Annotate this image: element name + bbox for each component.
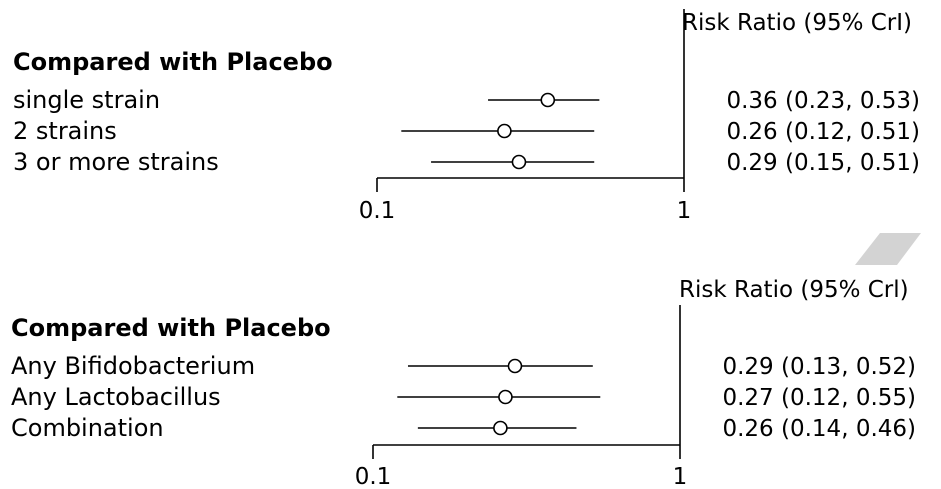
point-estimate-marker <box>511 154 527 170</box>
row-label: Combination <box>11 414 164 442</box>
estimate-value: 0.36 (0.23, 0.53) <box>726 88 920 114</box>
point-estimate-marker <box>498 389 513 405</box>
forest-row: Any Bifidobacterium 0.29 (0.13, 0.52) <box>11 352 916 380</box>
point-estimate-marker <box>497 123 512 139</box>
group-title: Compared with Placebo <box>13 48 333 76</box>
forest-row: 3 or more strains 0.29 (0.15, 0.51) <box>13 148 920 176</box>
estimate-value: 0.29 (0.13, 0.52) <box>722 354 916 380</box>
point-estimate-marker <box>540 92 556 108</box>
point-estimate-marker <box>507 358 523 374</box>
estimate-column-header: Risk Ratio (95% Crl) <box>679 277 909 303</box>
row-label: 2 strains <box>13 117 117 145</box>
estimate-value: 0.29 (0.15, 0.51) <box>726 150 920 176</box>
forest-row: Any Lactobacillus 0.27 (0.12, 0.55) <box>11 383 916 411</box>
point-estimate-marker <box>493 420 508 436</box>
x-tick-label: 1 <box>673 464 688 489</box>
x-tick-label: 1 <box>677 198 692 224</box>
estimate-value: 0.26 (0.12, 0.51) <box>726 119 920 145</box>
row-label: Any Lactobacillus <box>11 383 221 411</box>
forest-panels: Risk Ratio (95% CrI) Compared with Placeb… <box>11 9 920 489</box>
estimate-column-header: Risk Ratio (95% CrI) <box>682 10 912 36</box>
estimate-value: 0.27 (0.12, 0.55) <box>722 385 916 411</box>
forest-row: single strain 0.36 (0.23, 0.53) <box>13 86 920 114</box>
group-title: Compared with Placebo <box>11 314 331 342</box>
estimate-value: 0.26 (0.14, 0.46) <box>722 416 916 442</box>
row-label: single strain <box>13 86 160 114</box>
row-label: Any Bifidobacterium <box>11 352 255 380</box>
forest-panel-1: Risk Ratio (95% CrI) Compared with Placeb… <box>13 9 920 224</box>
row-label: 3 or more strains <box>13 148 219 176</box>
x-tick-label: 0.1 <box>355 464 392 489</box>
forest-row: Combination 0.26 (0.14, 0.46) <box>11 414 916 442</box>
forest-row: 2 strains 0.26 (0.12, 0.51) <box>13 117 920 145</box>
x-tick-label: 0.1 <box>359 198 396 224</box>
decorative-gray-parallelogram <box>855 233 921 265</box>
forest-panel-2: Risk Ratio (95% Crl) Compared with Placeb… <box>11 277 916 489</box>
